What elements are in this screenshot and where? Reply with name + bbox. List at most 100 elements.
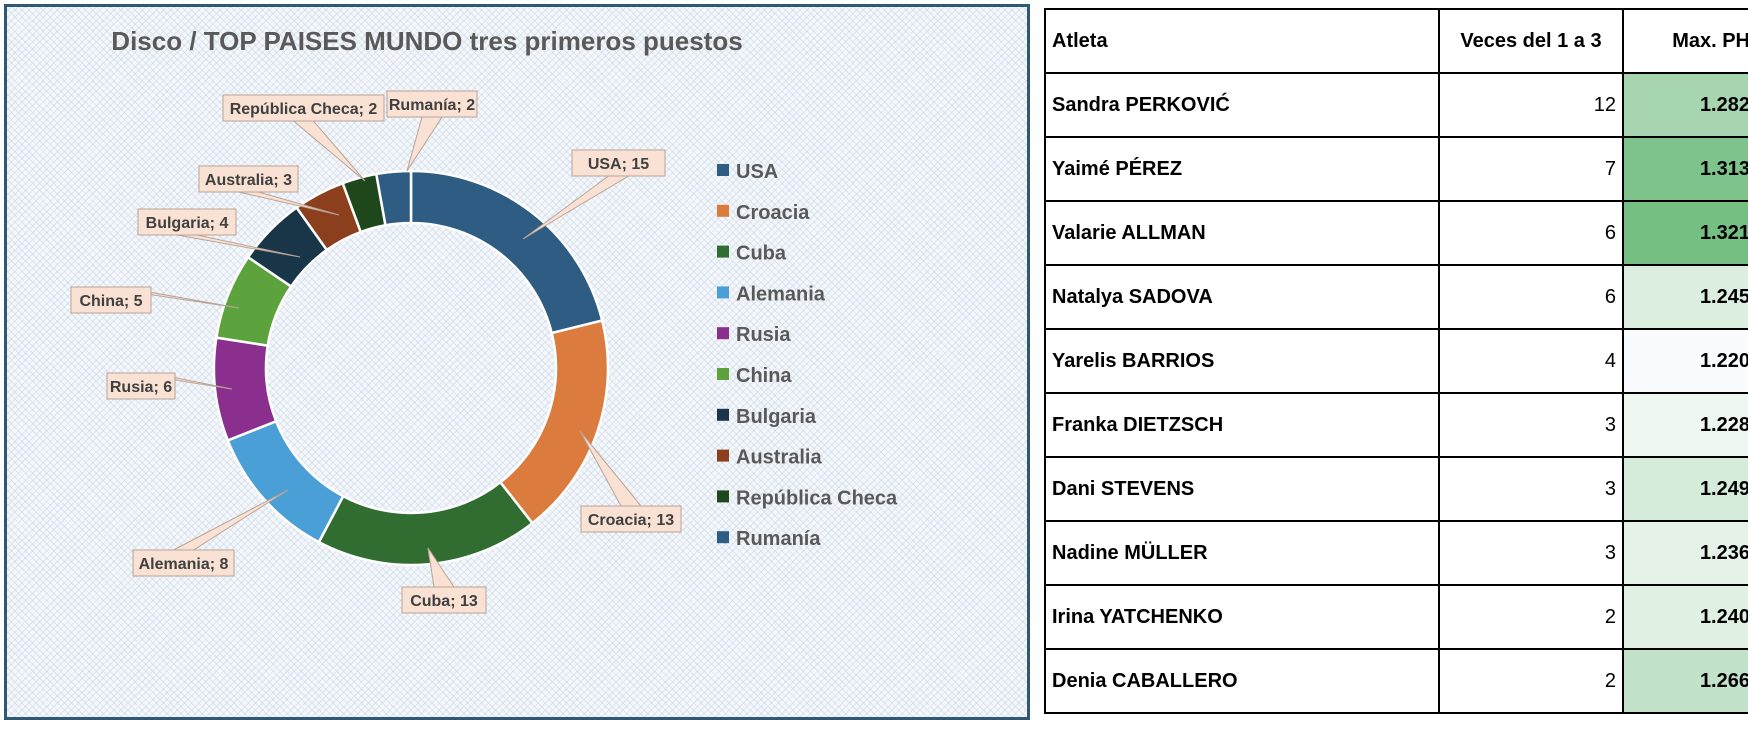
slice-rusia: [212, 336, 278, 442]
times-top3-cell: 12: [1438, 72, 1624, 138]
legend-label: Croacia: [736, 202, 810, 224]
legend-swatch: [717, 531, 729, 544]
legend-swatch: [717, 164, 729, 176]
legend-swatch: [717, 408, 729, 421]
callout-pointer: [406, 116, 443, 172]
callout-box: [198, 165, 299, 193]
athlete-name-cell: Valarie ALLMAN: [1044, 200, 1440, 266]
data-label: Rumanía; 2: [389, 97, 475, 114]
max-ph-cell: 1.245: [1622, 264, 1748, 330]
athlete-name-cell: Franka DIETZSCH: [1044, 392, 1440, 458]
table-row: Yarelis BARRIOS 4 1.220: [1044, 328, 1748, 394]
legend-swatch: [717, 449, 729, 462]
athlete-name-cell: Yaimé PÉREZ: [1044, 136, 1440, 202]
legend-label: Cuba: [736, 243, 787, 265]
table-row: Valarie ALLMAN 6 1.321: [1044, 200, 1748, 266]
legend-swatch: [717, 204, 729, 217]
max-ph-cell: 1.236: [1622, 520, 1748, 586]
table-row: Nadine MÜLLER 3 1.236: [1044, 520, 1748, 586]
legend-swatch: [717, 286, 729, 299]
chart-panel: Disco / TOP PAISES MUNDO tres primeros p…: [4, 4, 1030, 720]
legend-label: Rumanía: [736, 528, 821, 550]
callout-pointer: [522, 175, 631, 240]
doughnut-chart: Disco / TOP PAISES MUNDO tres primeros p…: [70, 26, 898, 614]
max-ph-cell: 1.228: [1622, 392, 1748, 458]
max-ph-cell: 1.249: [1622, 456, 1748, 522]
callout-pointer: [579, 430, 643, 507]
max-ph-cell: 1.266: [1622, 648, 1748, 714]
athlete-name-cell: Denia CABALLERO: [1044, 648, 1440, 714]
legend-label: Alemania: [736, 283, 826, 305]
athlete-name-cell: Sandra PERKOVIĆ: [1044, 72, 1440, 138]
times-top3-cell: 2: [1438, 648, 1624, 714]
callout-box: [401, 586, 487, 614]
data-label: Bulgaria; 4: [146, 215, 229, 232]
legend-label: Rusia: [736, 324, 791, 346]
table-header-row: Atleta Veces del 1 a 3 Max. PH: [1044, 8, 1748, 74]
times-top3-cell: 6: [1438, 200, 1624, 266]
times-top3-cell: 3: [1438, 456, 1624, 522]
legend-label: USA: [736, 161, 778, 183]
legend-label: Australia: [736, 447, 822, 469]
table-row: Franka DIETZSCH 3 1.228: [1044, 392, 1748, 458]
slice-alemania: [226, 419, 345, 544]
times-top3-cell: 2: [1438, 584, 1624, 650]
callout-box: [106, 372, 176, 400]
callout-pointer: [173, 489, 289, 551]
times-top3-cell: 3: [1438, 392, 1624, 458]
athletes-table-panel: Atleta Veces del 1 a 3 Max. PH Sandra PE…: [1044, 8, 1748, 714]
legend-swatch: [717, 490, 729, 503]
legend-label: China: [736, 365, 792, 387]
max-ph-cell: 1.321: [1622, 200, 1748, 266]
header-max-ph: Max. PH: [1622, 8, 1748, 74]
data-label: China; 5: [79, 293, 142, 310]
legend-swatch: [717, 245, 729, 258]
max-ph-cell: 1.282: [1622, 72, 1748, 138]
athlete-name-cell: Yarelis BARRIOS: [1044, 328, 1440, 394]
slices-group: [212, 169, 610, 567]
legend-swatch: [717, 368, 729, 380]
callout-box: [70, 286, 152, 314]
callout-box: [386, 90, 478, 118]
slice-usa: [409, 169, 604, 335]
athlete-name-cell: Natalya SADOVA: [1044, 264, 1440, 330]
callout-box: [571, 149, 666, 177]
callout-box: [222, 94, 385, 122]
data-label: USA; 15: [588, 156, 649, 173]
athletes-table: Atleta Veces del 1 a 3 Max. PH Sandra PE…: [1044, 8, 1748, 714]
data-label: República Checa; 2: [230, 101, 378, 118]
legend-swatch: [717, 327, 729, 340]
slice-croacia: [498, 319, 610, 525]
header-athlete: Atleta: [1044, 8, 1440, 74]
times-top3-cell: 6: [1438, 264, 1624, 330]
slice-rumanía: [374, 169, 413, 227]
times-top3-cell: 7: [1438, 136, 1624, 202]
data-label: Australia; 3: [205, 172, 292, 189]
data-label: Alemania; 8: [139, 556, 229, 573]
table-row: Sandra PERKOVIĆ 12 1.282: [1044, 72, 1748, 138]
max-ph-cell: 1.240: [1622, 584, 1748, 650]
table-row: Denia CABALLERO 2 1.266: [1044, 648, 1748, 714]
athlete-name-cell: Irina YATCHENKO: [1044, 584, 1440, 650]
times-top3-cell: 3: [1438, 520, 1624, 586]
callout-box: [580, 505, 682, 533]
times-top3-cell: 4: [1438, 328, 1624, 394]
table-row: Irina YATCHENKO 2 1.240: [1044, 584, 1748, 650]
legend-label: Bulgaria: [736, 406, 817, 428]
data-label: Rusia; 6: [110, 379, 172, 396]
table-row: Yaimé PÉREZ 7 1.313: [1044, 136, 1748, 202]
athlete-name-cell: Dani STEVENS: [1044, 456, 1440, 522]
max-ph-cell: 1.313: [1622, 136, 1748, 202]
chart-title: Disco / TOP PAISES MUNDO tres primeros p…: [111, 26, 742, 56]
legend-label: República Checa: [736, 487, 898, 509]
callouts-group: USA; 15 Croacia; 13 Cuba; 13 Alemania; 8 Rus…: [70, 90, 682, 614]
callout-pointer: [292, 120, 366, 182]
table-row: Dani STEVENS 3 1.249: [1044, 456, 1748, 522]
chart-legend: USA Croacia Cuba Alemania Rusia China Bulgaria…: [717, 161, 898, 550]
athlete-name-cell: Nadine MÜLLER: [1044, 520, 1440, 586]
data-label: Croacia; 13: [588, 512, 674, 529]
table-row: Natalya SADOVA 6 1.245: [1044, 264, 1748, 330]
slice-cuba: [317, 480, 535, 567]
callout-box: [137, 208, 237, 236]
max-ph-cell: 1.220: [1622, 328, 1748, 394]
